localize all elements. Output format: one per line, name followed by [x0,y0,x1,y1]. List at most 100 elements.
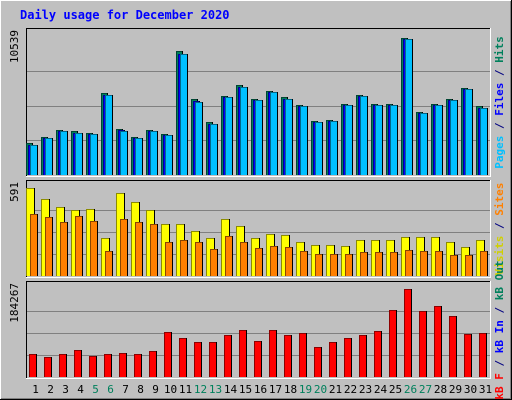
bar-kb-f [134,354,142,377]
bar-kb-f [449,316,457,377]
x-tick-label: 21 [329,383,342,396]
bar-fill [165,242,173,276]
x-tick-label: 3 [62,383,69,396]
bar-kb-f [329,342,337,377]
bar-fill [284,335,292,377]
bar-fill [359,335,367,377]
bar-fill [224,335,232,377]
bar-sites [285,247,293,276]
x-tick-label: 8 [137,383,144,396]
bar-sites [375,252,383,276]
bar-fill [464,334,472,377]
bar-kb-f [404,289,412,377]
bar-fill [240,242,248,276]
bar-pages [75,133,83,175]
bar-sites [240,242,248,276]
x-tick-label: 28 [434,383,447,396]
x-tick-label: 16 [254,383,267,396]
bar-fill [345,254,353,276]
bar-fill [29,354,37,377]
bar-fill [450,255,458,276]
bar-pages [120,131,128,175]
bar-fill [225,97,233,175]
bar-fill [390,252,398,276]
bar-fill [195,242,203,276]
x-tick-label: 11 [179,383,192,396]
bar-fill [180,54,188,175]
bar-pages [405,39,413,175]
bar-pages [450,100,458,175]
bar-sites [405,250,413,276]
x-tick-label: 29 [449,383,462,396]
bar-kb-f [29,354,37,377]
bar-kb-f [74,350,82,377]
bar-pages [45,138,53,175]
side-label-part: / [493,63,506,83]
bar-pages [255,100,263,175]
bar-kb-f [434,306,442,377]
bar-fill [254,341,262,377]
bar-pages [240,87,248,175]
bar-fill [285,99,293,175]
bar-fill [374,331,382,377]
bar-fill [300,251,308,276]
side-label-part: Pages [493,136,506,169]
bar-sites [30,214,38,276]
bar-kb-f [299,333,307,377]
bar-fill [60,131,68,175]
bar-sites [225,236,233,276]
bar-fill [435,251,443,276]
bar-pages [330,121,338,175]
bar-fill [404,289,412,377]
bar-sites [450,255,458,276]
bar-fill [435,105,443,175]
bar-pages [30,145,38,175]
x-tick-label: 10 [164,383,177,396]
side-label-part: Files [493,83,506,116]
y-max-label: 10539 [8,30,21,63]
bar-fill [74,350,82,377]
bar-pages [150,131,158,175]
bar-fill [314,347,322,377]
side-label-part: / [493,216,506,236]
bar-fill [239,330,247,377]
bar-fill [104,354,112,377]
bar-sites [105,251,113,276]
x-tick-label: 4 [77,383,84,396]
side-label-part: / [493,300,506,320]
bar-fill [164,332,172,377]
bar-pages [465,89,473,175]
x-tick-label: 15 [239,383,252,396]
bar-sites [435,251,443,276]
bar-pages [480,108,488,175]
bar-fill [89,356,97,377]
x-tick-label: 26 [404,383,417,396]
bar-sites [390,252,398,276]
bar-pages [180,54,188,175]
bar-fill [255,100,263,175]
bar-fill [375,252,383,276]
bar-fill [479,333,487,377]
x-tick-label: 12 [194,383,207,396]
bar-pages [210,124,218,175]
bar-fill [134,354,142,377]
bar-fill [180,240,188,276]
bar-pages [435,105,443,175]
bar-fill [330,121,338,175]
bar-sites [75,216,83,276]
bar-kb-f [284,335,292,377]
bar-fill [465,89,473,175]
bar-pages [105,95,113,175]
bar-pages [135,138,143,175]
bar-pages [165,135,173,175]
bar-kb-f [89,356,97,377]
x-tick-label: 1 [32,383,39,396]
bar-kb-f [359,335,367,377]
bar-kb-f [479,333,487,377]
side-label: Visits / Sites [493,183,506,276]
side-label-part: Sites [493,183,506,216]
bar-fill [105,251,113,276]
bar-fill [465,255,473,276]
